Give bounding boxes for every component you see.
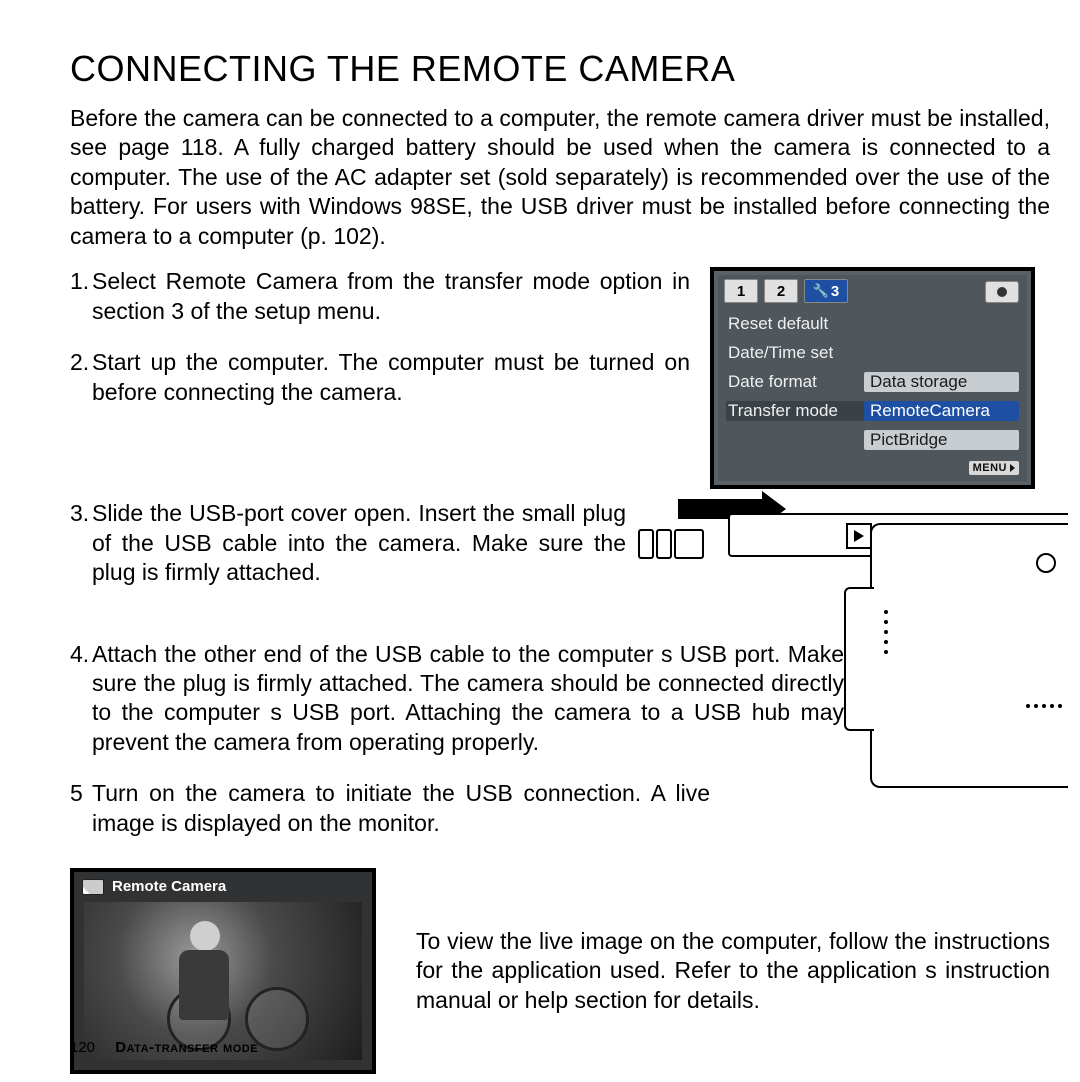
page-number: 120 xyxy=(70,1039,95,1056)
step-3: 3. Slide the USB-port cover open. Insert… xyxy=(70,499,626,587)
intro-paragraph: Before the camera can be connected to a … xyxy=(70,104,1050,251)
camera-lens-icon xyxy=(1036,553,1056,573)
lcd-screenshot: 1 2 🔧3 Reset default Date/Time set xyxy=(710,267,1035,489)
camera-mode-icon xyxy=(985,281,1019,303)
lcd-date-time-set: Date/Time set xyxy=(726,343,864,363)
lcd-date-format: Date format xyxy=(726,372,864,392)
live-image-instructions: To view the live image on the computer, … xyxy=(416,927,1050,1015)
step-3-text: Slide the USB-port cover open. Insert th… xyxy=(92,499,626,587)
lcd-data-storage: Data storage xyxy=(864,372,1019,392)
section-name: Data-transfer mode xyxy=(115,1039,258,1056)
lcd-tab-3-active: 🔧3 xyxy=(804,279,848,303)
step-4-number: 4. xyxy=(70,640,92,758)
live-preview-title: Remote Camera xyxy=(112,878,226,895)
cyclist-image-placeholder xyxy=(84,902,362,1060)
mountain-icon xyxy=(82,879,104,895)
step-2-text: Start up the computer. The computer must… xyxy=(92,348,690,407)
lcd-pictbridge: PictBridge xyxy=(864,430,1019,450)
lcd-menu-badge: MENU xyxy=(969,461,1019,475)
usb-plug-icon xyxy=(638,529,710,559)
step-2: 2. Start up the computer. The computer m… xyxy=(70,348,690,407)
lcd-transfer-mode: Transfer mode xyxy=(726,401,864,421)
step-5-text: Turn on the camera to initiate the USB c… xyxy=(92,779,710,838)
lcd-tab-2: 2 xyxy=(764,279,798,303)
page-title: CONNECTING THE REMOTE CAMERA xyxy=(70,48,1066,90)
step-5-number: 5 xyxy=(70,779,92,838)
play-icon xyxy=(846,523,872,549)
page-footer: 120 Data-transfer mode xyxy=(70,1039,258,1056)
step-1-text: Select Remote Camera from the transfer m… xyxy=(92,267,690,326)
step-5: 5 Turn on the camera to initiate the USB… xyxy=(70,779,710,838)
lcd-reset-default: Reset default xyxy=(726,314,864,334)
step-3-number: 3. xyxy=(70,499,92,587)
step-2-number: 2. xyxy=(70,348,92,407)
step-1: 1. Select Remote Camera from the transfe… xyxy=(70,267,690,326)
lcd-tab-1: 1 xyxy=(724,279,758,303)
step-1-number: 1. xyxy=(70,267,92,326)
camera-usb-diagram xyxy=(638,503,1068,803)
camera-body-outline xyxy=(870,523,1068,788)
lcd-remote-camera-selected: RemoteCamera xyxy=(864,401,1019,421)
